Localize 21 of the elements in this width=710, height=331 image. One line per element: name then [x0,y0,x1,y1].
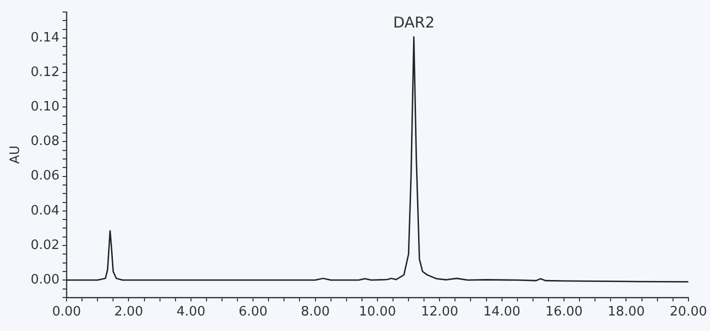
y-tick-label: 0.12 [30,64,60,80]
x-tick-label: 10.00 [358,304,396,320]
y-tick-label: 0.02 [30,238,60,253]
y-axis-title: AU [8,145,24,164]
y-tick-label: 0.10 [30,100,60,115]
y-tick-label: 0.06 [30,168,60,184]
x-tick-label: 0.00 [52,304,82,320]
x-tick-label: 6.00 [238,304,268,320]
x-tick-label: 18.00 [608,304,645,320]
x-tick-label: 4.00 [176,304,206,320]
x-tick-label: 12.00 [421,304,458,320]
y-tick-label: 0.08 [30,134,60,150]
y-tick-label: 0.14 [30,30,60,46]
y-tick-label: 0.00 [30,272,60,288]
x-tick-label: 14.00 [483,304,520,320]
x-tick-label: 8.00 [300,304,330,320]
x-tick-label: 2.00 [114,304,144,320]
y-tick-label: 0.04 [30,203,60,218]
x-tick-label: 16.00 [545,304,583,320]
x-tick-label: 20.00 [670,304,707,320]
annotation: DAR2 [393,13,435,32]
